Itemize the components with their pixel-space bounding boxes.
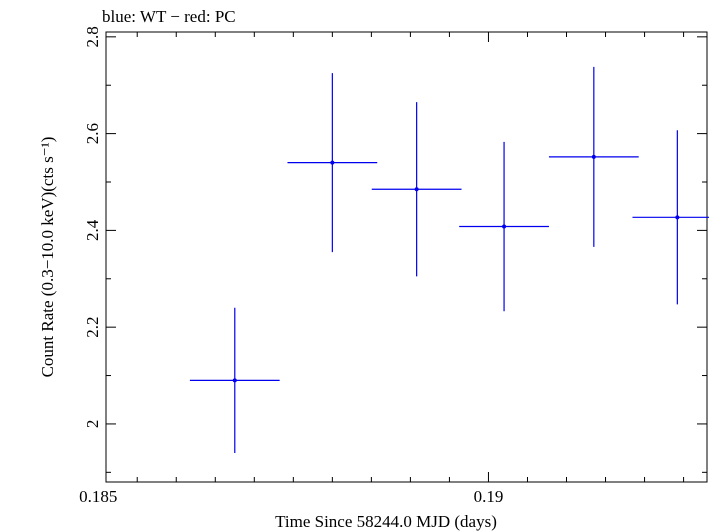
data-point: [632, 130, 709, 305]
y-tick-label: 2.2: [83, 317, 102, 338]
point-marker: [414, 187, 419, 192]
point-marker: [502, 224, 507, 229]
point-marker: [330, 160, 335, 165]
point-marker: [232, 378, 237, 383]
plot-frame: [105, 31, 708, 483]
y-axis-label: Count Rate (0.3−10.0 keV)(cts s⁻¹): [38, 137, 57, 378]
data-point: [189, 307, 280, 453]
chart-title: blue: WT − red: PC: [102, 7, 236, 26]
y-tick-label: 2.6: [83, 123, 102, 144]
y-tick-label: 2.8: [83, 26, 102, 47]
y-tick-label: 2.4: [83, 219, 102, 241]
x-tick-label: 0.19: [474, 487, 504, 506]
data-point: [371, 102, 462, 277]
data-points: [189, 66, 709, 453]
point-marker: [591, 154, 596, 159]
data-point: [287, 73, 378, 253]
data-point: [459, 141, 549, 312]
y-tick-label: 2: [83, 420, 102, 429]
point-marker: [675, 215, 680, 220]
x-axis-label: Time Since 58244.0 MJD (days): [275, 512, 497, 531]
x-tick-label: 0.185: [79, 487, 117, 506]
data-point: [548, 66, 639, 247]
